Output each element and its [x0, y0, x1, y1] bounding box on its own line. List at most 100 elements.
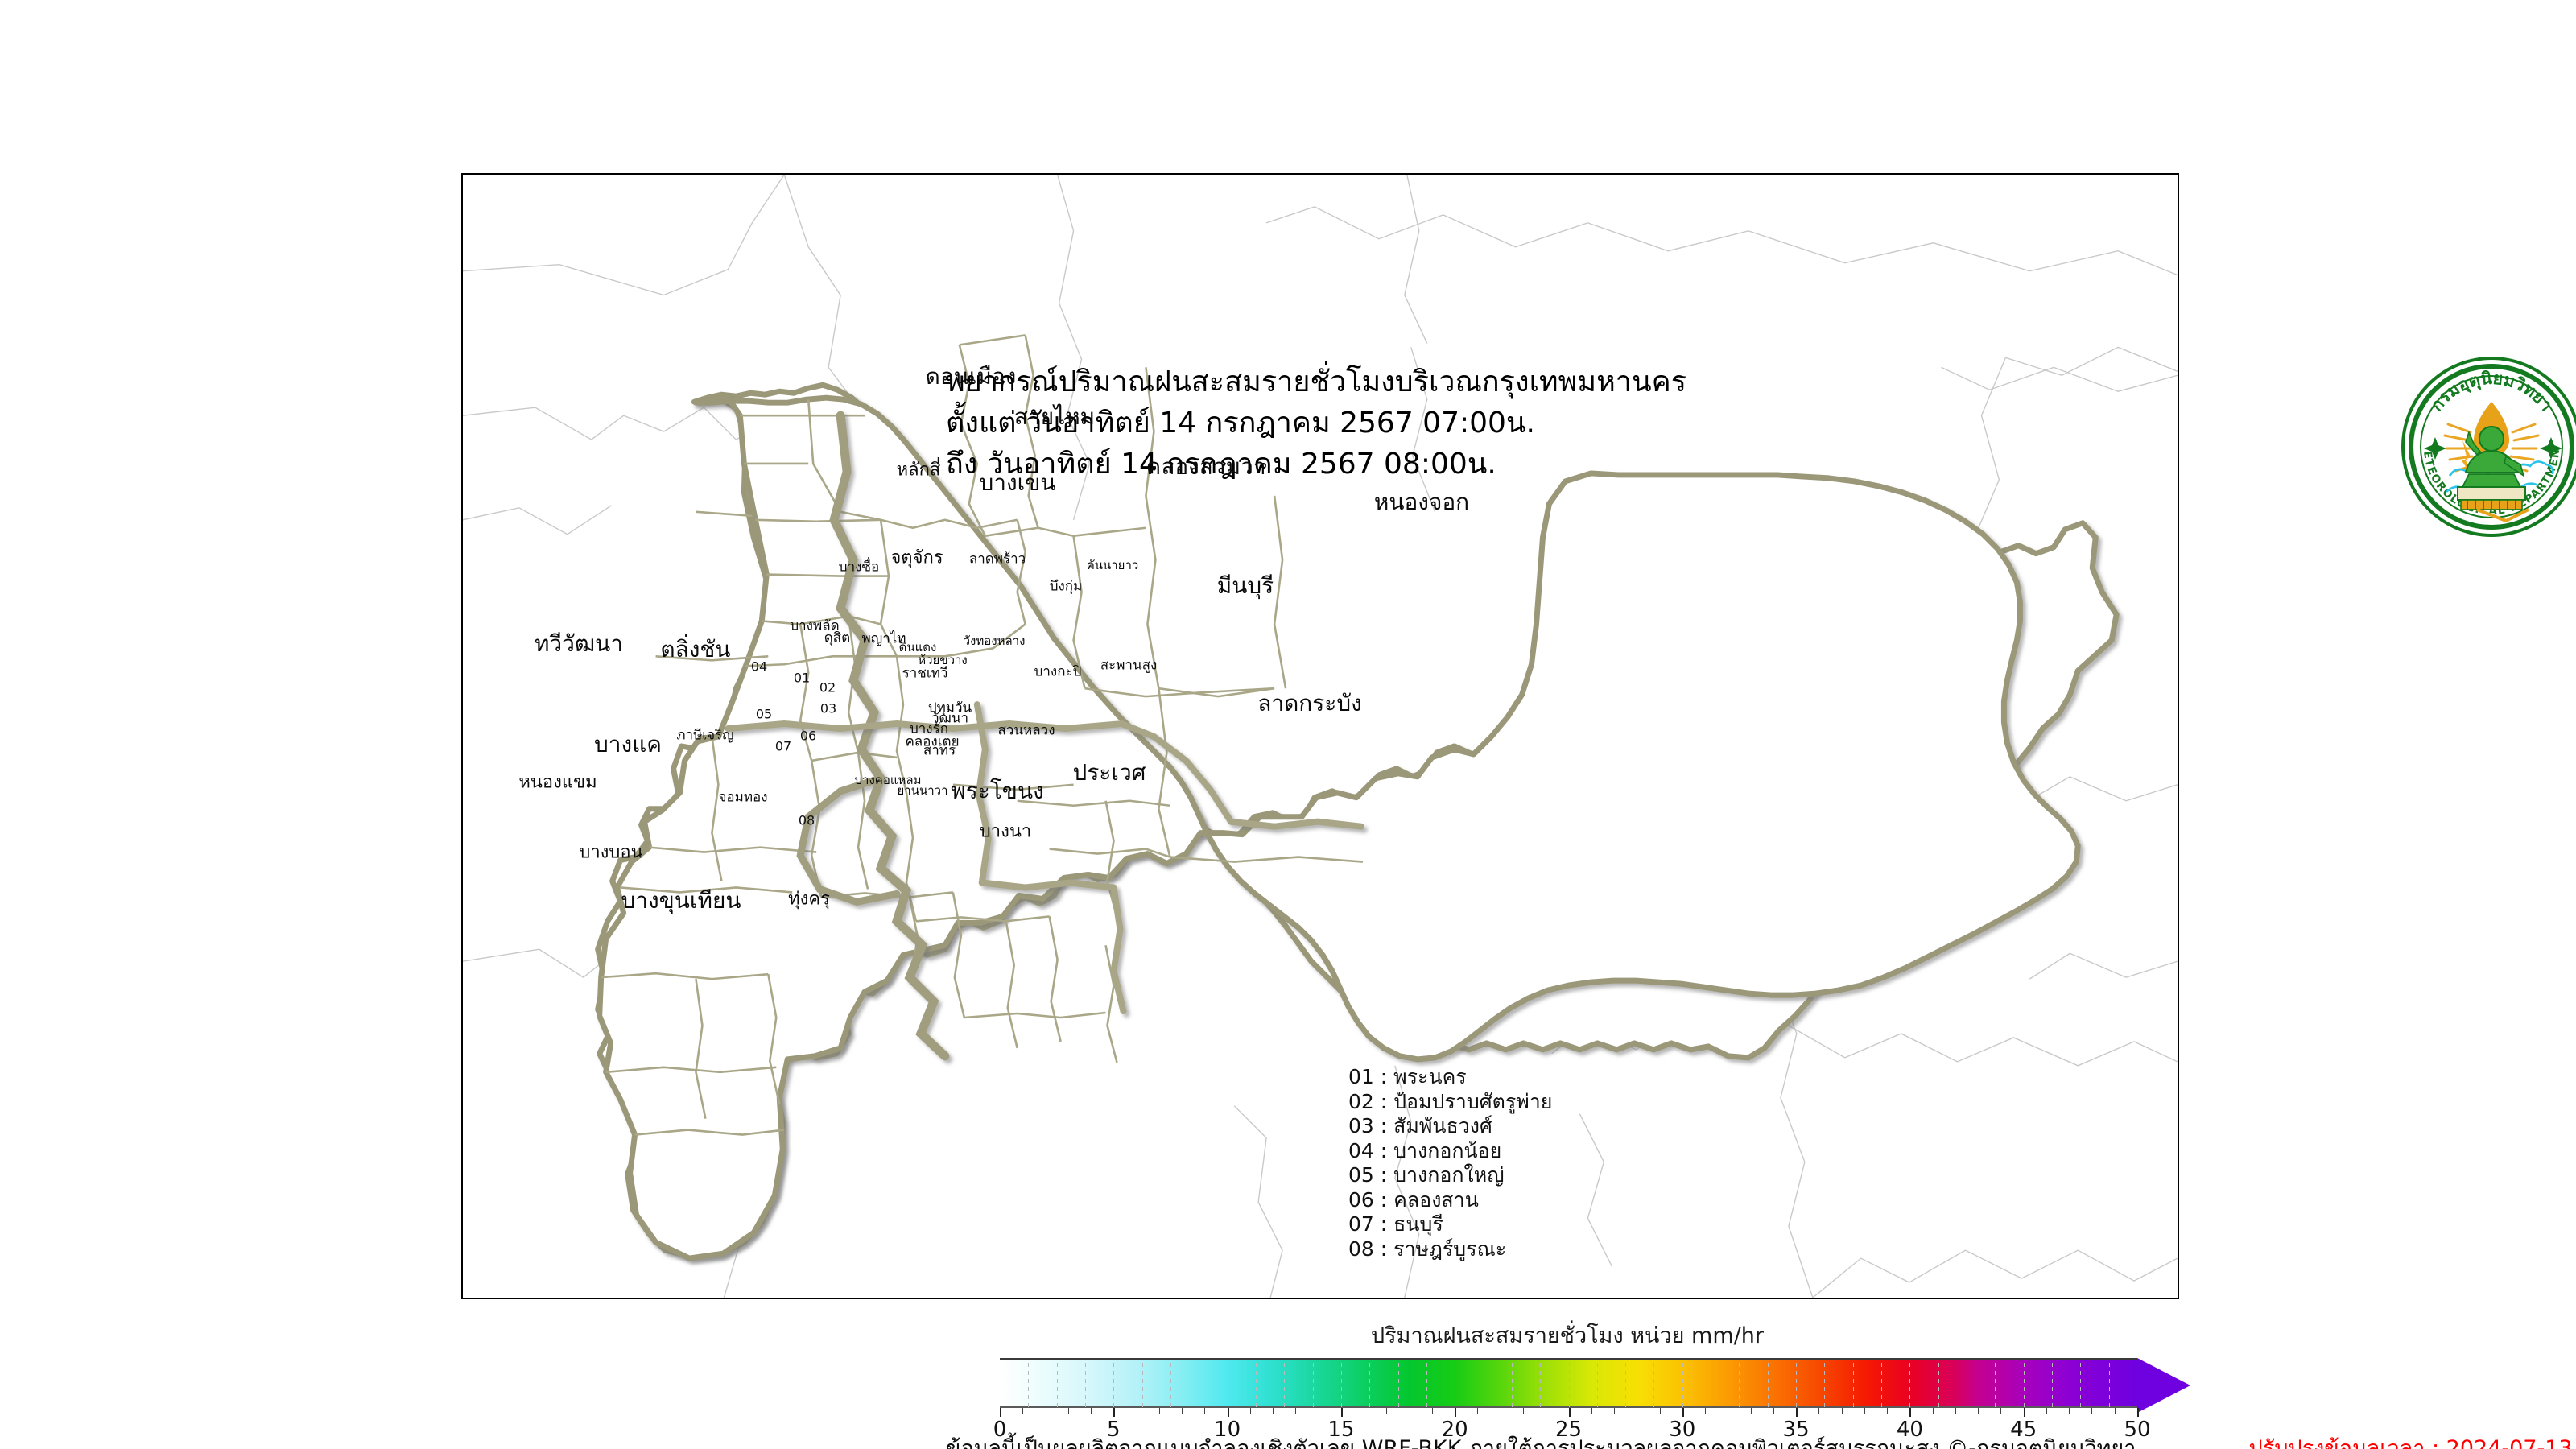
colorbar-gridline — [1739, 1363, 1740, 1408]
district-key-row: 08 : ราษฎร์บูรณะ — [1348, 1237, 1552, 1262]
colorbar-tick-label: 5 — [1107, 1418, 1121, 1442]
colorbar-gridline — [1511, 1363, 1513, 1408]
colorbar-minor-tick — [1249, 1408, 1251, 1414]
map-frame: พยากรณ์ปริมาณฝนสะสมรายชั่วโมงบริเวณกรุงเ… — [461, 173, 2576, 1449]
district-key-row: 07 : ธนบุรี — [1348, 1212, 1552, 1237]
colorbar-gridline — [1284, 1363, 1286, 1408]
core-arterials — [724, 701, 1364, 1015]
title-line-1: พยากรณ์ปริมาณฝนสะสมรายชั่วโมงบริเวณกรุงเ… — [946, 365, 1687, 398]
colorbar-minor-tick — [1773, 1408, 1774, 1414]
colorbar-tick-label: 50 — [2124, 1418, 2151, 1442]
colorbar-extend-min-arrow — [944, 1358, 1000, 1413]
colorbar-minor-tick — [1182, 1408, 1183, 1414]
colorbar-tick — [1113, 1408, 1116, 1417]
colorbar-gridline — [1653, 1363, 1655, 1408]
colorbar-gridline — [2052, 1363, 2054, 1408]
colorbar-tick-label: 0 — [993, 1418, 1007, 1442]
colorbar-gridline — [1056, 1363, 1058, 1408]
district-key-name: บางกอกใหญ่ — [1393, 1163, 1505, 1187]
district-key-code: 01 — [1348, 1065, 1374, 1088]
district-key-code: 07 — [1348, 1212, 1374, 1236]
colorbar-tick — [1682, 1408, 1684, 1417]
colorbar-gridline — [1141, 1363, 1143, 1408]
district-key-code: 03 — [1348, 1114, 1374, 1137]
colorbar-gridline — [2080, 1363, 2082, 1408]
colorbar-gridline — [1938, 1363, 1939, 1408]
title-line-3: ถึง วันอาทิตย์ 14 กรกฎาคม 2567 08:00น. — [946, 448, 1496, 481]
colorbar-minor-tick — [1091, 1408, 1092, 1414]
colorbar-gridline — [1170, 1363, 1171, 1408]
colorbar-ticks: 0 5 10 15 20 25 30 35 40 45 50 — [993, 1408, 2151, 1445]
district-key-row: 02 : ป้อมปราบศัตรูพ่าย — [1348, 1090, 1552, 1115]
colorbar-gridline — [1369, 1363, 1371, 1408]
district-key-code: 06 — [1348, 1187, 1374, 1212]
colorbar-tick — [2137, 1408, 2139, 1417]
colorbar-gridline — [1682, 1363, 1683, 1408]
footer: ข้อมูลนี้เป็นผลผลิตจากแบบจำลองเชิงตัวเลข… — [946, 1430, 2576, 1449]
colorbar-gridline — [1625, 1363, 1627, 1408]
district-key-separator: : — [1373, 1236, 1394, 1261]
district-key-row: 03 : สัมพันธวงศ์ — [1348, 1114, 1552, 1139]
colorbar-minor-tick — [1818, 1408, 1820, 1414]
colorbar: ปริมาณฝนสะสมรายชั่วโมง หน่วย mm/hr 0 5 10 1… — [944, 1323, 2190, 1445]
tmd-logo: กรมอุตุนิยมวิทยา METEOROLOGICAL DEPARTME… — [2394, 345, 2576, 539]
colorbar-gridline — [1909, 1363, 1911, 1408]
district-key-separator: : — [1373, 1212, 1394, 1236]
colorbar-minor-tick — [1932, 1408, 1934, 1414]
colorbar-tick-label: 40 — [1896, 1418, 1923, 1442]
colorbar-minor-tick — [1067, 1408, 1069, 1414]
colorbar-gradient — [1000, 1358, 2137, 1408]
colorbar-tick-label: 15 — [1327, 1418, 1355, 1442]
colorbar-minor-tick — [2046, 1408, 2047, 1414]
colorbar-tick-label: 20 — [1441, 1418, 1468, 1442]
tmd-seal-icon: กรมอุตุนิยมวิทยา METEOROLOGICAL DEPARTME… — [2394, 345, 2576, 537]
colorbar-minor-tick — [1841, 1408, 1843, 1414]
colorbar-gridline — [1995, 1363, 1996, 1408]
district-key-name: บางกอกน้อย — [1393, 1138, 1502, 1162]
colorbar-gridline — [1312, 1363, 1314, 1408]
colorbar-body — [944, 1358, 2190, 1413]
colorbar-minor-tick — [1158, 1408, 1160, 1414]
colorbar-gridline — [2023, 1363, 2025, 1408]
colorbar-gridline — [2108, 1363, 2110, 1408]
district-key-separator: : — [1373, 1114, 1394, 1137]
colorbar-tick — [1796, 1408, 1798, 1417]
colorbar-gridline — [1824, 1363, 1826, 1408]
chao-phraya-river — [796, 411, 950, 1061]
district-key-name: คลองสาน — [1393, 1187, 1479, 1212]
district-key-code: 05 — [1348, 1163, 1374, 1187]
colorbar-tick — [2023, 1408, 2025, 1417]
colorbar-minor-tick — [1295, 1408, 1297, 1414]
title-line-2: ตั้งแต่ วันอาทิตย์ 14 กรกฎาคม 2567 07:00… — [946, 407, 1535, 440]
deity-figure — [2457, 402, 2529, 523]
district-key-name: สัมพันธวงศ์ — [1393, 1114, 1492, 1137]
colorbar-minor-tick — [1273, 1408, 1274, 1414]
colorbar-tick — [1909, 1408, 1912, 1417]
colorbar-tick — [1340, 1408, 1343, 1417]
district-key-separator: : — [1373, 1089, 1394, 1113]
colorbar-minor-tick — [1705, 1408, 1707, 1414]
district-key-separator: : — [1373, 1187, 1394, 1212]
colorbar-tick — [1455, 1408, 1457, 1417]
colorbar-title: ปริมาณฝนสะสมรายชั่วโมง หน่วย mm/hr — [1371, 1323, 1764, 1348]
district-key-name: ธนบุรี — [1393, 1212, 1443, 1236]
colorbar-gridline — [1568, 1363, 1570, 1408]
colorbar-gridline — [1881, 1363, 1883, 1408]
colorbar-minor-tick — [1591, 1408, 1592, 1414]
district-key-code: 04 — [1348, 1138, 1374, 1162]
colorbar-minor-tick — [1750, 1408, 1752, 1414]
bangkok-outline-main — [597, 394, 2081, 1261]
district-key-row: 04 : บางกอกน้อย — [1348, 1139, 1552, 1164]
colorbar-gridline — [1028, 1363, 1030, 1408]
colorbar-minor-tick — [1887, 1408, 1889, 1414]
colorbar-minor-tick — [1864, 1408, 1865, 1414]
district-key-code: 02 — [1348, 1089, 1374, 1113]
map-title-block: พยากรณ์ปริมาณฝนสะสมรายชั่วโมงบริเวณกรุงเ… — [946, 361, 1912, 485]
colorbar-minor-tick — [2091, 1408, 2093, 1414]
district-key-code: 08 — [1348, 1236, 1374, 1261]
district-key-name: ราษฎร์บูรณะ — [1393, 1236, 1507, 1261]
colorbar-minor-tick — [1614, 1408, 1616, 1414]
colorbar-gridline — [1397, 1363, 1399, 1408]
colorbar-minor-tick — [1978, 1408, 1979, 1414]
footer-note: ข้อมูลนี้เป็นผลผลิตจากแบบจำลองเชิงตัวเลข… — [946, 1436, 2136, 1449]
